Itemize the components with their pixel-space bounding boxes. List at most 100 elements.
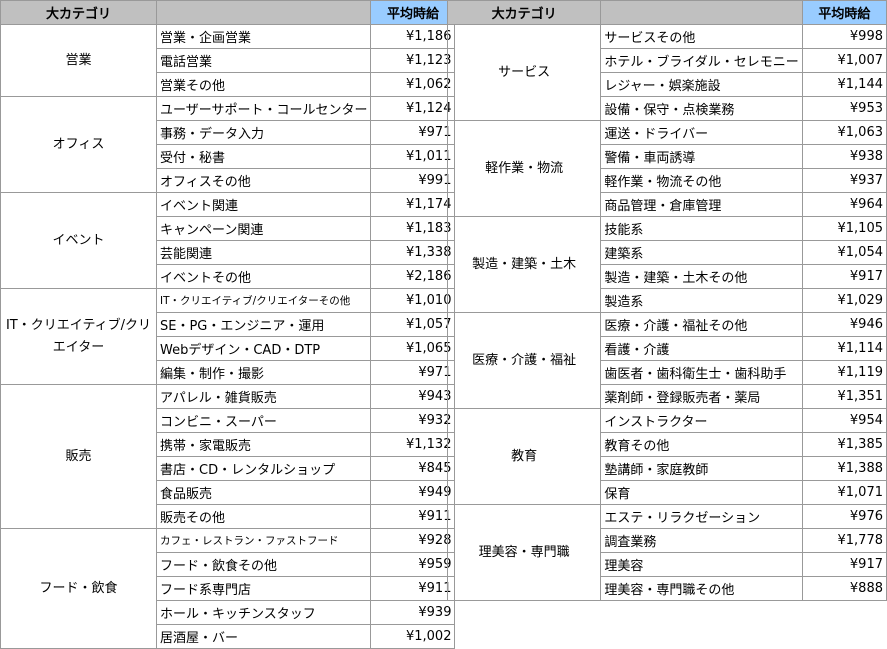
subcategory-cell: インストラクター [600, 408, 803, 433]
table-row: イベント イベント関連 ¥1,174 [0, 192, 456, 289]
subcategory-cell: 医療・介護・福祉その他 [600, 312, 803, 337]
table-row: 薬剤師・登録販売者・薬局 ¥1,351 [448, 384, 887, 409]
average-wage-cell: ¥991 [370, 168, 456, 193]
average-wage-cell: ¥954 [801, 408, 887, 433]
header-row: 大カテゴリ 平均時給 [446, 0, 887, 25]
subcategory-cell: 電話営業 [155, 48, 372, 73]
table-row: 商品管理・倉庫管理 ¥964 [448, 192, 887, 217]
average-wage-cell: ¥1,002 [370, 624, 456, 649]
average-wage-cell: ¥1,385 [801, 432, 887, 457]
category-cell: 理美容・専門職 [446, 504, 602, 601]
subcategory-cell: 携帯・家電販売 [155, 432, 372, 457]
table-row: 事務・データ入力 ¥971 [1, 120, 456, 145]
subcategory-cell: ホール・キッチンスタッフ [155, 600, 372, 625]
subcategory-cell: 運送・ドライバー [600, 120, 803, 145]
category-cell: 製造・建築・土木 [446, 216, 602, 313]
subcategory-cell: エステ・リラクゼーション [600, 504, 803, 529]
subcategory-cell: 販売その他 [155, 504, 372, 529]
table-row: 教育その他 ¥1,385 [448, 432, 887, 457]
subcategory-cell: オフィスその他 [155, 168, 372, 193]
average-wage-cell: ¥939 [370, 600, 456, 625]
header-row: 大カテゴリ 平均時給 [0, 0, 456, 25]
average-wage-cell: ¥998 [801, 24, 887, 49]
table-row: 居酒屋・バー ¥1,002 [1, 624, 456, 649]
subcategory-cell: 建築系 [600, 240, 803, 265]
average-wage-cell: ¥971 [370, 360, 456, 385]
subcategory-cell: 教育その他 [600, 432, 803, 457]
subcategory-cell: 食品販売 [155, 480, 372, 505]
subcategory-cell: フード系専門店 [155, 576, 372, 601]
subcategory-cell: 警備・車両誘導 [600, 144, 803, 169]
average-wage-cell: ¥928 [370, 528, 456, 553]
average-wage-cell: ¥888 [801, 576, 887, 601]
subcategory-cell: 塾講師・家庭教師 [600, 456, 803, 481]
subcategory-cell: 居酒屋・バー [155, 624, 372, 649]
table-row: 製造・建築・土木 技能系 ¥1,105 [446, 216, 887, 313]
subcategory-cell: 技能系 [600, 216, 803, 241]
average-wage-cell: ¥1,063 [801, 120, 887, 145]
header-category: 大カテゴリ [446, 0, 602, 25]
average-wage-cell: ¥1,123 [370, 48, 456, 73]
average-wage-cell: ¥1,029 [801, 288, 887, 313]
category-cell: 営業 [0, 24, 157, 97]
subcategory-cell: IT・クリエイティブ/クリエイターその他 [155, 288, 372, 313]
table-row: ホテル・ブライダル・セレモニー ¥1,007 [448, 48, 887, 73]
average-wage-cell: ¥1,132 [370, 432, 456, 457]
average-wage-cell: ¥946 [801, 312, 887, 337]
subcategory-cell: 調査業務 [600, 528, 803, 553]
average-wage-cell: ¥1,778 [801, 528, 887, 553]
average-wage-cell: ¥1,105 [801, 216, 887, 241]
subcategory-cell: イベントその他 [155, 264, 372, 289]
subcategory-cell: ユーザーサポート・コールセンター [155, 96, 372, 121]
subcategory-cell: Webデザイン・CAD・DTP [155, 336, 372, 361]
average-wage-cell: ¥1,007 [801, 48, 887, 73]
category-cell: 販売 [0, 384, 157, 529]
table-row: フード・飲食 カフェ・レストラン・ファストフード ¥928 [0, 528, 456, 649]
subcategory-cell: 設備・保守・点検業務 [600, 96, 803, 121]
average-wage-cell: ¥1,119 [801, 360, 887, 385]
header-price: 平均時給 [801, 0, 887, 25]
table-row: 理美容 ¥917 [448, 552, 887, 577]
header-sub [600, 0, 803, 25]
table-row: 製造・建築・土木その他 ¥917 [448, 264, 887, 289]
average-wage-cell: ¥1,144 [801, 72, 887, 97]
average-wage-cell: ¥964 [801, 192, 887, 217]
table-row: SE・PG・エンジニア・運用 ¥1,057 [1, 312, 456, 337]
subcategory-cell: 製造・建築・土木その他 [600, 264, 803, 289]
subcategory-cell: サービスその他 [600, 24, 803, 49]
average-wage-cell: ¥1,054 [801, 240, 887, 265]
table-row: 理美容・専門職 エステ・リラクゼーション ¥976 [446, 504, 887, 601]
subcategory-cell: 芸能関連 [155, 240, 372, 265]
table-row: 電話営業 ¥1,123 [1, 48, 456, 73]
table-row: 編集・制作・撮影 ¥971 [1, 360, 456, 385]
table-row: 教育 インストラクター ¥954 [446, 408, 887, 505]
table-row: 書店・CD・レンタルショップ ¥845 [1, 456, 456, 481]
table-row: レジャー・娯楽施設 ¥1,144 [448, 72, 887, 97]
table-row: サービス サービスその他 ¥998 [446, 24, 887, 121]
subcategory-cell: 受付・秘書 [155, 144, 372, 169]
table-row: フード・飲食その他 ¥959 [1, 552, 456, 577]
average-wage-cell: ¥938 [801, 144, 887, 169]
table-row: 設備・保守・点検業務 ¥953 [448, 96, 887, 121]
average-wage-cell: ¥1,065 [370, 336, 456, 361]
average-wage-cell: ¥1,351 [801, 384, 887, 409]
average-wage-cell: ¥911 [370, 576, 456, 601]
subcategory-cell: レジャー・娯楽施設 [600, 72, 803, 97]
subcategory-cell: 書店・CD・レンタルショップ [155, 456, 372, 481]
average-wage-cell: ¥1,071 [801, 480, 887, 505]
average-wage-cell: ¥937 [801, 168, 887, 193]
average-wage-cell: ¥1,186 [370, 24, 456, 49]
table-row: 軽作業・物流 運送・ドライバー ¥1,063 [446, 120, 887, 217]
subcategory-cell: イベント関連 [155, 192, 372, 217]
table-row: キャンペーン関連 ¥1,183 [1, 216, 456, 241]
average-wage-cell: ¥917 [801, 264, 887, 289]
average-wage-cell: ¥971 [370, 120, 456, 145]
subcategory-cell: 製造系 [600, 288, 803, 313]
average-wage-cell: ¥917 [801, 552, 887, 577]
table-row: 保育 ¥1,071 [448, 480, 887, 505]
table-row: オフィスその他 ¥991 [1, 168, 456, 193]
average-wage-cell: ¥911 [370, 504, 456, 529]
table-row: 理美容・専門職その他 ¥888 [448, 576, 887, 601]
subcategory-cell: 保育 [600, 480, 803, 505]
subcategory-cell: 理美容・専門職その他 [600, 576, 803, 601]
